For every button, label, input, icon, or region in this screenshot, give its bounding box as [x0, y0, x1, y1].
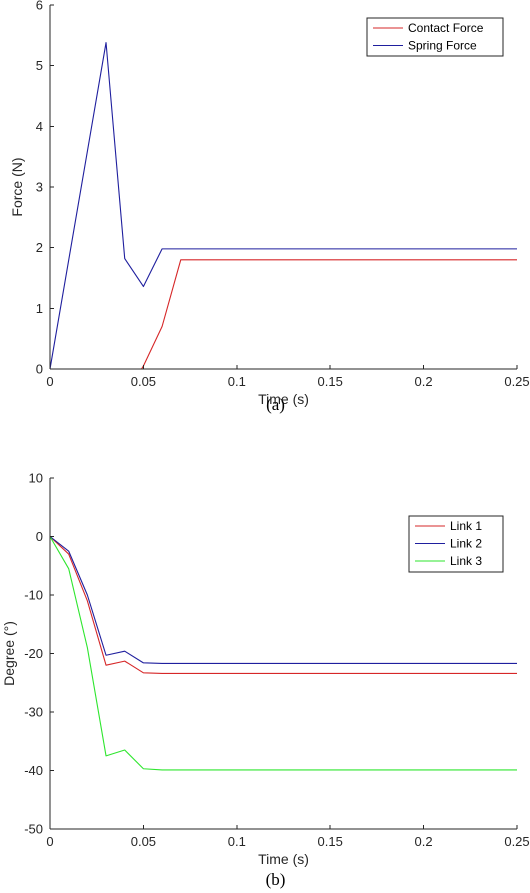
y-tick-label: 2 — [36, 240, 43, 255]
x-tick-label: 0.2 — [415, 374, 433, 389]
x-tick-label: 0 — [46, 374, 53, 389]
x-axis-label: Time (s) — [258, 391, 309, 407]
series-line-2 — [49, 42, 517, 370]
y-axis-label: Degree (°) — [1, 621, 17, 686]
y-tick-label: 1 — [36, 301, 43, 316]
y-axis-label: Force (N) — [9, 157, 25, 216]
figure-caption: (a) — [266, 395, 285, 414]
series-line-3 — [49, 536, 517, 771]
x-tick-label: 0.15 — [318, 374, 343, 389]
legend-label-2: Spring Force — [408, 39, 477, 53]
legend-label-3: Link 3 — [450, 554, 482, 568]
legend-box — [366, 17, 504, 57]
chart-force: 0 0.05 0.1 0.15 0.2 0.25 0 1 2 3 4 5 6 Time (s) Force … — [9, 0, 530, 414]
legend-label-1: Link 1 — [450, 519, 482, 533]
series-line-1 — [49, 536, 517, 674]
legend: Link 1 Link 2 Link 3 — [408, 515, 504, 573]
y-tick-label: 10 — [29, 471, 43, 486]
legend-box — [408, 515, 504, 573]
legend-label-2: Link 2 — [450, 537, 482, 551]
x-tick-label: 0.15 — [318, 834, 343, 849]
x-tick-label: 0.25 — [504, 834, 529, 849]
y-tick-label: 3 — [36, 180, 43, 195]
y-tick-label: 6 — [36, 0, 43, 13]
y-tick-label: -30 — [24, 705, 43, 720]
y-tick-label: 4 — [36, 119, 43, 134]
x-tick-label: 0.2 — [415, 834, 433, 849]
y-tick-label: -50 — [24, 822, 43, 837]
x-tick-label: 0.1 — [228, 374, 246, 389]
y-tick-label: 0 — [36, 362, 43, 377]
y-tick-label: 5 — [36, 58, 43, 73]
y-tick-label: -20 — [24, 646, 43, 661]
y-tick-label: -40 — [24, 763, 43, 778]
y-tick-label: -10 — [24, 588, 43, 603]
x-axis-label: Time (s) — [258, 851, 309, 867]
y-tick-label: 0 — [36, 529, 43, 544]
x-tick-label: 0.1 — [228, 834, 246, 849]
legend-label-1: Contact Force — [408, 21, 484, 35]
legend: Contact Force Spring Force — [366, 17, 504, 57]
x-tick-label: 0 — [46, 834, 53, 849]
x-tick-label: 0.25 — [504, 374, 529, 389]
figure-caption: (b) — [266, 870, 286, 889]
series-line-2 — [49, 536, 517, 664]
chart-degree: 0 0.05 0.1 0.15 0.2 0.25 -50 -40 -30 -20 -10 0 10 Tim… — [1, 471, 530, 890]
series-line-1 — [50, 259, 517, 370]
x-tick-label: 0.05 — [131, 374, 156, 389]
x-tick-label: 0.05 — [131, 834, 156, 849]
